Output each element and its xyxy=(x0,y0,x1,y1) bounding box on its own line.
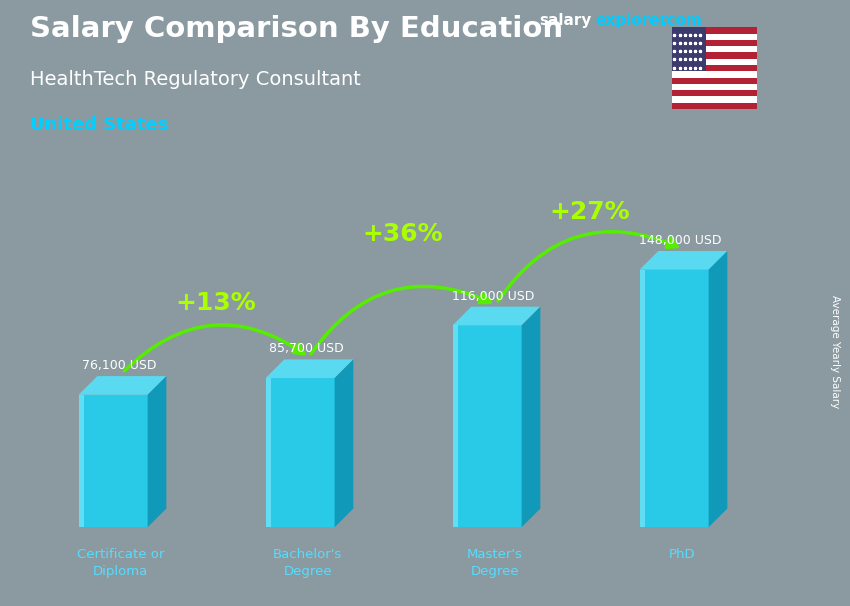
Polygon shape xyxy=(452,325,458,527)
Text: .com: .com xyxy=(661,13,702,28)
Bar xyxy=(672,33,756,40)
Bar xyxy=(672,59,756,65)
Text: Average Yearly Salary: Average Yearly Salary xyxy=(830,295,840,408)
Text: Certificate or
Diploma: Certificate or Diploma xyxy=(76,548,164,578)
Bar xyxy=(672,84,756,90)
Bar xyxy=(672,53,756,59)
Polygon shape xyxy=(265,378,335,527)
Bar xyxy=(672,72,756,78)
Bar xyxy=(672,46,756,53)
Text: 76,100 USD: 76,100 USD xyxy=(82,359,157,372)
Polygon shape xyxy=(639,270,709,527)
Text: United States: United States xyxy=(30,116,168,135)
Text: 116,000 USD: 116,000 USD xyxy=(452,290,535,302)
Polygon shape xyxy=(452,325,522,527)
Polygon shape xyxy=(78,395,84,527)
FancyArrowPatch shape xyxy=(311,287,490,354)
Polygon shape xyxy=(335,359,354,527)
Bar xyxy=(672,27,705,72)
Polygon shape xyxy=(452,307,541,325)
Text: explorer: explorer xyxy=(595,13,667,28)
Polygon shape xyxy=(522,307,541,527)
Bar xyxy=(672,90,756,96)
Text: +27%: +27% xyxy=(550,200,631,224)
Polygon shape xyxy=(78,395,148,527)
Polygon shape xyxy=(265,359,354,378)
Text: PhD: PhD xyxy=(668,548,695,561)
Bar xyxy=(672,40,756,46)
Bar xyxy=(672,65,756,72)
Bar xyxy=(672,96,756,103)
Polygon shape xyxy=(639,251,728,270)
Text: 85,700 USD: 85,700 USD xyxy=(269,342,344,355)
Text: salary: salary xyxy=(540,13,592,28)
Bar xyxy=(672,27,756,33)
Bar xyxy=(672,103,756,109)
Polygon shape xyxy=(78,376,167,395)
Polygon shape xyxy=(709,251,728,527)
Text: +36%: +36% xyxy=(363,222,444,245)
Text: +13%: +13% xyxy=(176,291,257,315)
FancyArrowPatch shape xyxy=(498,231,677,301)
Text: Bachelor's
Degree: Bachelor's Degree xyxy=(273,548,343,578)
Polygon shape xyxy=(639,270,645,527)
FancyArrowPatch shape xyxy=(124,325,304,371)
Text: Salary Comparison By Education: Salary Comparison By Education xyxy=(30,15,563,43)
Text: Master's
Degree: Master's Degree xyxy=(467,548,523,578)
Text: 148,000 USD: 148,000 USD xyxy=(639,234,722,247)
Bar xyxy=(672,78,756,84)
Polygon shape xyxy=(265,378,271,527)
Text: HealthTech Regulatory Consultant: HealthTech Regulatory Consultant xyxy=(30,70,360,88)
Polygon shape xyxy=(148,376,167,527)
